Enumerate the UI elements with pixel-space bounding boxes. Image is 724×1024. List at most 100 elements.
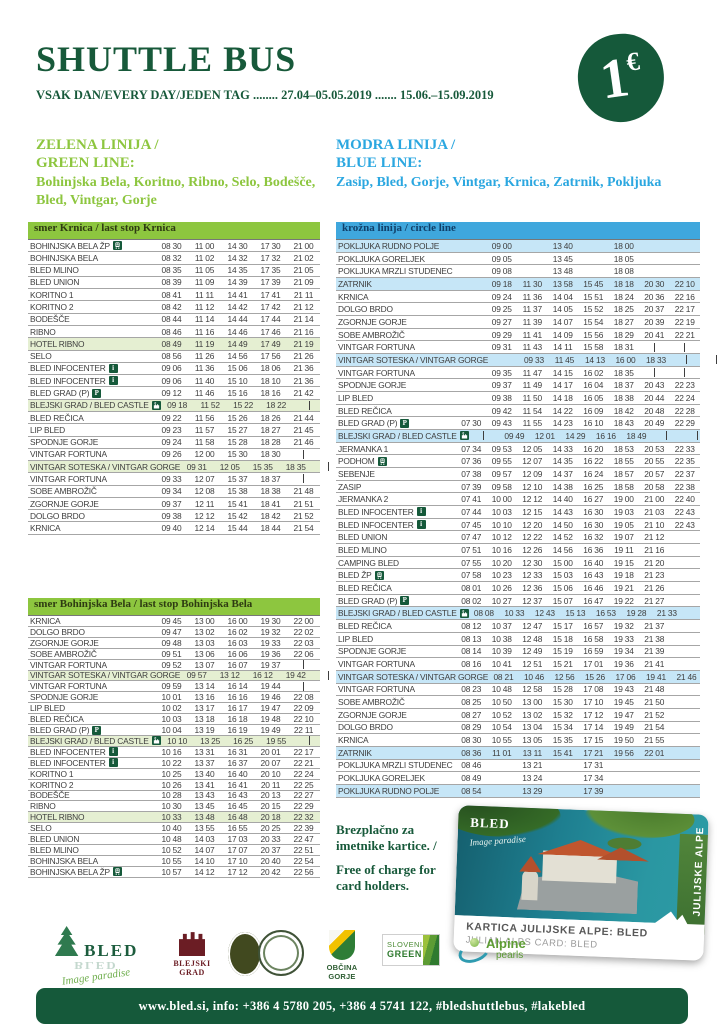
skip-marker (696, 431, 698, 441)
info-icon: i (416, 520, 426, 530)
time-cell: 15 30 (227, 449, 248, 460)
time-cell: 15 10 (227, 375, 248, 386)
blejski-grad-label: BLEJSKI GRAD (173, 959, 211, 977)
time-cell: 12 09 (522, 468, 543, 479)
time-cell: 20 57 (644, 468, 665, 479)
time-cell: 16 40 (227, 768, 248, 779)
time-cell: 13 00 (522, 697, 543, 708)
time-cell: 11 43 (522, 342, 543, 353)
table-row: BLED REČICA 10 03 13 18 16 18 19 48 22 10 (28, 714, 320, 726)
skip-marker (308, 400, 310, 410)
time-cell: 18 10 (260, 375, 281, 386)
stop-name: BOHINJSKA BELA (30, 855, 98, 866)
time-cell: 19 47 (260, 703, 281, 714)
time-cell: 12 07 (194, 473, 215, 484)
time-cell: 09 53 (491, 443, 512, 454)
time-cell: 09 31 (491, 342, 512, 353)
time-cell: 14 50 (552, 519, 573, 530)
time-cell: 13 07 (194, 659, 215, 670)
time-cell: 22 17 (674, 304, 695, 315)
time-cell: 13 40 (552, 240, 573, 251)
time-cell: 09 43 (491, 418, 512, 429)
time-cell: 07 39 (461, 481, 482, 492)
time-cell: 19 46 (260, 692, 281, 703)
table-row: BLEJSKI GRAD / BLED CASTLE 10 10 13 25 16 2… (28, 736, 320, 747)
time-cell: 22 21 (293, 757, 314, 768)
time-cell: 15 32 (552, 709, 573, 720)
coat-of-arms-icon (329, 930, 355, 960)
time-cell (312, 670, 345, 680)
time-cell: 11 46 (194, 388, 215, 399)
time-cell: 19 05 (613, 519, 634, 530)
time-cell: 13 05 (522, 735, 543, 746)
time-cell: 16 59 (583, 646, 604, 657)
time-cell: 17 15 (583, 735, 604, 746)
stop-name: BLEJSKI GRAD / BLED CASTLE (338, 430, 457, 441)
stop-name: VINTGAR SOTESKA / VINTGAR GORGE (30, 461, 181, 472)
stop-name: SOBE AMBROŽIČ (30, 486, 97, 497)
time-cell: 21 05 (293, 265, 314, 276)
stop-name: ZATRNIK (338, 747, 372, 758)
stop-name: ZATRNIK (338, 278, 372, 289)
skip-marker (653, 368, 655, 378)
time-cell: 16 14 (227, 681, 248, 692)
time-cell: 22 39 (293, 823, 314, 834)
time-cell: 09 57 (491, 468, 512, 479)
time-cell: 14 46 (227, 326, 248, 337)
time-cell: 22 11 (293, 725, 314, 736)
time-cell: 10 26 (491, 582, 512, 593)
time-cell: 19 18 (613, 570, 634, 581)
time-cell: 10 03 (491, 506, 512, 517)
stop-name: LIP BLED (338, 392, 374, 403)
time-cell: 21 12 (293, 302, 314, 313)
skip-marker (685, 355, 687, 365)
bled-tourism-logo: BLED BLED Image paradise (36, 926, 156, 988)
blue-line-stops: Zasip, Bled, Gorje, Vintgar, Krnica, Zat… (336, 175, 662, 190)
time-cell: 19 43 (613, 684, 634, 695)
time-cell: 14 04 (552, 291, 573, 302)
time-cell: 12 22 (522, 532, 543, 543)
time-cell: 18 35 (613, 367, 634, 378)
time-cell: 21 23 (644, 570, 665, 581)
time-cell: 20 18 (260, 812, 281, 823)
time-cell: 13 29 (522, 785, 543, 796)
stop-name: BLED REČICA (338, 405, 392, 416)
castle-icon (151, 400, 161, 410)
time-cell: 15 21 (552, 659, 573, 669)
time-cell: 22 56 (293, 866, 314, 877)
time-cell: 18 42 (613, 405, 634, 416)
table-row: VINTGAR FORTUNA 09 35 11 47 14 15 16 02 18 35 (336, 367, 700, 380)
time-cell: 16 05 (583, 392, 604, 403)
stop-name: VINTGAR FORTUNA (338, 367, 415, 378)
time-cell: 09 45 (161, 615, 182, 626)
time-cell: 22 37 (674, 468, 695, 479)
time-cell: 09 23 (161, 424, 182, 435)
free-note-en: Free of charge for card holders. (336, 862, 436, 893)
bled-logo-text: BLED (469, 814, 510, 832)
time-cell: 16 37 (227, 757, 248, 768)
time-cell: 13 24 (522, 773, 543, 784)
time-cell: 08 08 (473, 608, 494, 619)
time-cell: 11 09 (194, 277, 215, 288)
time-cell: 18 35 (285, 461, 306, 472)
green-line-title-2: GREEN LINE: (36, 155, 135, 171)
time-cell: 19 32 (260, 626, 281, 637)
time-cell: 14 10 (194, 855, 215, 866)
time-cell: 14 23 (552, 418, 573, 429)
time-cell: 10 30 (161, 801, 182, 812)
time-cell: 20 48 (644, 405, 665, 416)
time-cell (287, 474, 320, 484)
stop-name: BOHINJSKA BELA ŽP (30, 240, 110, 251)
time-cell: 18 38 (260, 486, 281, 497)
time-cell: 22 29 (293, 801, 314, 812)
time-cell: 17 31 (583, 760, 604, 771)
time-cell: 10 48 (491, 684, 512, 695)
stop-name: RIBNO (30, 801, 56, 812)
train-icon (377, 456, 387, 466)
pearl-icon (470, 938, 479, 947)
time-cell: 16 57 (583, 620, 604, 631)
info-icon: i (108, 758, 118, 768)
table-row: PODHOM 07 36 09 55 12 07 14 35 16 22 18 55 20 5… (336, 455, 700, 469)
train-icon (112, 241, 122, 251)
time-cell: 11 01 (492, 747, 512, 758)
